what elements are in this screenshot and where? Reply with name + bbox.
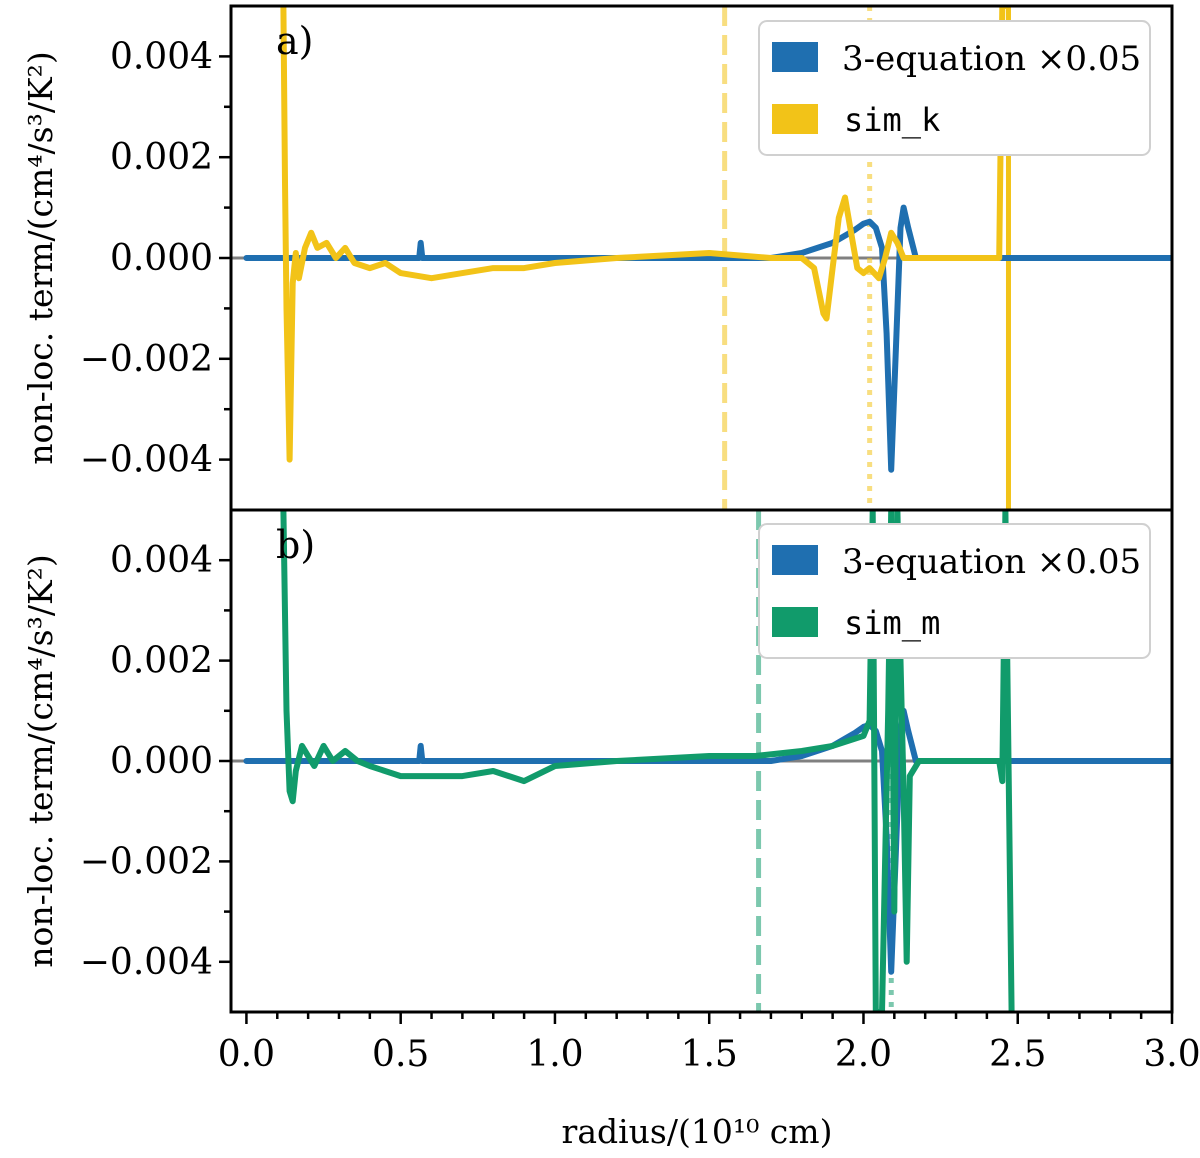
- panel-a-legend-box: [758, 20, 1151, 156]
- panel-b-ytick-label: 0.000: [110, 741, 213, 782]
- panel-a-ytick-label: 0.002: [110, 137, 213, 178]
- panel-a-ticks: 0.004 0.002 0.000 −0.002 −0.004: [80, 36, 231, 481]
- x-tick-label: 1.0: [526, 1034, 583, 1075]
- panel-b-ytick-label: −0.004: [80, 942, 213, 983]
- x-tick-label: 2.5: [989, 1034, 1046, 1075]
- x-tick-label: 0.5: [372, 1034, 429, 1075]
- panel-b-legend-box: [758, 523, 1151, 659]
- panel-a-plot-area: [231, 6, 1172, 510]
- x-tick-label: 0.0: [218, 1034, 275, 1075]
- panel-b-series-3-equation-0-05: [243, 707, 1172, 975]
- panel-b-legend-label-3-equation: 3-equation ×0.05: [842, 542, 1141, 582]
- panel-a-ylabel: non-loc. term/(cm⁴/s³/K²): [21, 51, 60, 464]
- panel-a-legend-label-3-equation: 3-equation ×0.05: [842, 39, 1141, 79]
- panel-b-legend-label-sim-m: sim_m: [844, 604, 940, 642]
- panel-a-series-3-equation-0-05: [243, 204, 1172, 473]
- x-tick-label: 3.0: [1143, 1034, 1200, 1075]
- panel-b-legend-swatch-3-equation: [772, 545, 818, 575]
- panel-b-legend: 3-equation ×0.05 sim_m: [758, 523, 1151, 659]
- panel-a-label: a): [276, 19, 313, 63]
- panel-a: 0.004 0.002 0.000 −0.002 −0.004 a) non-loc. …: [21, 4, 1174, 512]
- panel-a-ytick-label: −0.004: [80, 440, 213, 481]
- panel-a-legend-swatch-3-equation: [772, 42, 818, 72]
- panel-b-plot-area: [231, 510, 1172, 1012]
- panel-b-ytick-label: −0.002: [80, 841, 213, 882]
- panel-a-ytick-label: −0.002: [80, 339, 213, 380]
- panel-a-ytick-label: 0.004: [110, 36, 213, 77]
- panel-b-label: b): [276, 523, 315, 567]
- x-tick-label: 2.0: [835, 1034, 892, 1075]
- panel-a-legend-swatch-sim-k: [772, 104, 818, 134]
- panel-b-ytick-label: 0.004: [110, 540, 213, 581]
- panel-b-ticks: 0.004 0.002 0.000 −0.002 −0.004 0.0 0.5 1.0 1.5 2…: [80, 540, 1200, 1075]
- panel-b-frame: [229, 508, 1174, 1014]
- panel-b-series-sim-m: [280, 510, 1015, 1012]
- panel-a-series-sim-k: [280, 6, 1009, 463]
- x-tick-label: 1.5: [681, 1034, 738, 1075]
- panel-b-legend-swatch-sim-m: [772, 607, 818, 637]
- x-axis-label: radius/(10¹⁰ cm): [562, 1112, 833, 1151]
- panel-b-ytick-label: 0.002: [110, 641, 213, 682]
- panel-a-legend: 3-equation ×0.05 sim_k: [758, 20, 1151, 156]
- panel-b: 0.004 0.002 0.000 −0.002 −0.004 0.0 0.5 1.0 1.5 2…: [21, 508, 1200, 1151]
- panel-a-legend-label-sim-k: sim_k: [844, 101, 940, 139]
- panel-a-ytick-label: 0.000: [110, 238, 213, 279]
- panel-b-ylabel: non-loc. term/(cm⁴/s³/K²): [21, 554, 60, 967]
